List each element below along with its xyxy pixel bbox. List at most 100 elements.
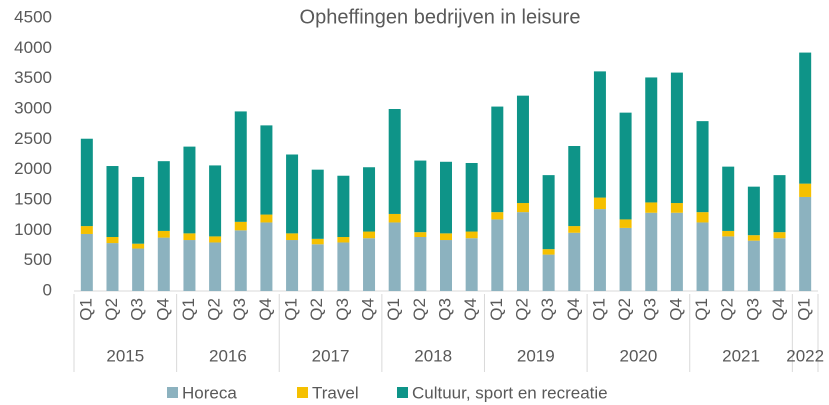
bar-segment xyxy=(619,219,632,228)
bar-segment xyxy=(747,240,760,291)
bar-segment xyxy=(516,95,529,204)
year-label: 2022 xyxy=(786,346,824,365)
bar-segment xyxy=(799,183,812,197)
bar-segment xyxy=(132,248,145,291)
bar-segment xyxy=(491,212,504,220)
bar-segment xyxy=(645,202,658,213)
bar-segment xyxy=(286,233,299,241)
x-tick-label: Q1 xyxy=(795,298,814,321)
bar-segment xyxy=(388,222,401,291)
bar-segment xyxy=(337,237,350,243)
legend-swatch xyxy=(397,387,408,398)
bar-segment xyxy=(388,109,401,214)
bar-segment xyxy=(722,166,735,231)
bar-segment xyxy=(234,221,247,231)
bar-segment xyxy=(568,226,581,233)
bar-segment xyxy=(260,222,273,291)
bar-segment xyxy=(234,230,247,291)
x-tick-label: Q4 xyxy=(666,298,685,321)
bar-segment xyxy=(363,238,376,291)
bar-segment xyxy=(132,243,145,249)
bar-segment xyxy=(773,232,786,239)
y-tick-label: 3000 xyxy=(14,98,52,117)
bar-segment xyxy=(209,236,222,243)
year-label: 2017 xyxy=(312,346,350,365)
y-tick-label: 1000 xyxy=(14,220,52,239)
y-tick-label: 1500 xyxy=(14,189,52,208)
bar-segment xyxy=(80,226,93,234)
bar-segment xyxy=(465,238,478,291)
bar-segment xyxy=(542,249,555,255)
year-label: 2021 xyxy=(722,346,760,365)
bar-segment xyxy=(183,146,196,234)
year-label: 2016 xyxy=(209,346,247,365)
x-tick-label: Q2 xyxy=(718,298,737,321)
bar-segment xyxy=(593,71,606,198)
legend-swatch xyxy=(297,387,308,398)
bar-segment xyxy=(619,112,632,220)
x-tick-label: Q1 xyxy=(282,298,301,321)
x-tick-label: Q4 xyxy=(256,298,275,321)
legend-label: Horeca xyxy=(182,383,237,402)
bar-segment xyxy=(645,77,658,203)
x-tick-label: Q1 xyxy=(179,298,198,321)
year-label: 2015 xyxy=(106,346,144,365)
bar-segment xyxy=(80,233,93,291)
chart-title: Opheffingen bedrijven in leisure xyxy=(300,6,581,28)
x-tick-label: Q2 xyxy=(307,298,326,321)
bar-segment xyxy=(234,111,247,222)
bar-segment xyxy=(593,197,606,210)
x-tick-label: Q3 xyxy=(641,298,660,321)
legend-swatch xyxy=(167,387,178,398)
bar-segment xyxy=(286,240,299,291)
bar-segment xyxy=(106,243,119,291)
bar-segment xyxy=(311,244,324,291)
bar-segment xyxy=(516,203,529,213)
bar-segment xyxy=(568,232,581,291)
bar-segment xyxy=(670,203,683,213)
bar-segment xyxy=(337,175,350,238)
x-tick-label: Q1 xyxy=(76,298,95,321)
bar-segment xyxy=(696,222,709,291)
bar-segment xyxy=(286,154,299,234)
bar-segment xyxy=(183,240,196,291)
x-tick-label: Q1 xyxy=(384,298,403,321)
bar-segment xyxy=(465,162,478,232)
bar-segment xyxy=(337,242,350,291)
bar-segment xyxy=(542,254,555,291)
bar-segment xyxy=(799,196,812,291)
bar-segment xyxy=(440,233,452,241)
bar-segment xyxy=(799,52,812,184)
legend-label: Cultuur, sport en recreatie xyxy=(412,383,608,402)
bar-segment xyxy=(773,175,786,233)
bar-segment xyxy=(516,212,529,291)
x-tick-label: Q3 xyxy=(435,298,454,321)
bar-segment xyxy=(311,169,324,239)
y-tick-label: 3500 xyxy=(14,68,52,87)
x-tick-label: Q3 xyxy=(230,298,249,321)
bar-segment xyxy=(363,167,376,232)
bar-segment xyxy=(645,212,658,291)
bar-segment xyxy=(747,235,760,241)
legend-label: Travel xyxy=(312,383,359,402)
bar-segment xyxy=(157,161,170,231)
x-tick-label: Q2 xyxy=(512,298,531,321)
bar-segment xyxy=(491,219,504,291)
bar-segment xyxy=(773,238,786,291)
x-tick-label: Q2 xyxy=(615,298,634,321)
x-tick-label: Q4 xyxy=(153,298,172,321)
bar-segment xyxy=(260,214,273,223)
bar-segment xyxy=(414,232,427,238)
x-tick-label: Q2 xyxy=(410,298,429,321)
x-tick-label: Q1 xyxy=(487,298,506,321)
y-tick-label: 4000 xyxy=(14,38,52,57)
y-tick-label: 4500 xyxy=(14,7,52,26)
x-tick-label: Q3 xyxy=(538,298,557,321)
bar-segment xyxy=(542,175,555,250)
x-tick-label: Q4 xyxy=(769,298,788,321)
bar-segment xyxy=(157,230,170,238)
y-tick-label: 0 xyxy=(43,280,52,299)
bar-segment xyxy=(106,166,119,238)
x-tick-label: Q3 xyxy=(128,298,147,321)
